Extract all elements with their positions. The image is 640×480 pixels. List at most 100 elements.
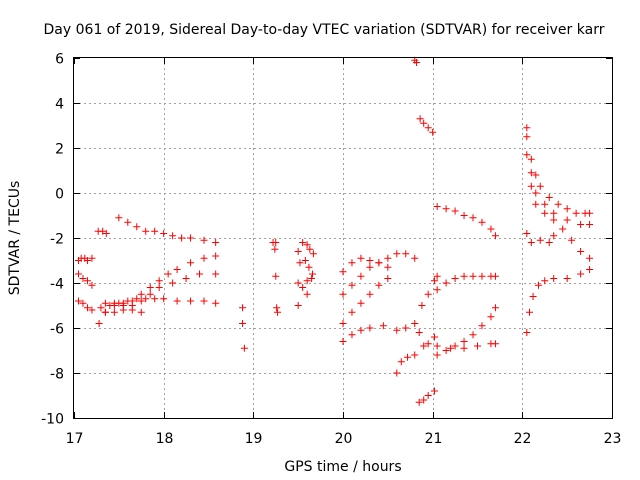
x-tick-label: 17: [66, 431, 84, 447]
data-point: [572, 209, 580, 217]
data-point: [379, 322, 387, 330]
data-point: [299, 239, 307, 246]
data-point: [563, 275, 571, 282]
data-point: [460, 338, 468, 345]
data-point: [430, 387, 438, 395]
data-point: [212, 239, 220, 246]
data-point: [478, 322, 486, 330]
data-point: [357, 326, 365, 334]
data-point: [74, 297, 82, 305]
data-point: [124, 297, 132, 305]
data-point: [137, 297, 145, 305]
series-arc-j: [239, 304, 248, 352]
data-point: [187, 259, 195, 267]
data-point: [142, 227, 150, 235]
data-point: [164, 270, 172, 278]
data-point: [393, 369, 401, 377]
data-point: [416, 115, 424, 123]
y-tick-label: -4: [50, 277, 64, 293]
data-point: [133, 223, 141, 231]
data-point: [348, 331, 356, 339]
data-point: [303, 241, 311, 249]
data-point: [469, 214, 477, 222]
series-arc-e: [95, 252, 220, 327]
data-point: [420, 396, 428, 404]
x-tick-labels: 17 18 19 20 21 22 23: [66, 431, 622, 447]
series-arc-v: [418, 272, 441, 309]
data-point: [413, 59, 421, 66]
data-point: [536, 236, 544, 244]
data-point: [491, 340, 499, 348]
data-point: [83, 277, 91, 285]
data-point: [239, 304, 247, 312]
x-tick-label: 23: [604, 431, 622, 447]
data-point: [563, 205, 571, 213]
series-arc-q: [393, 320, 428, 350]
data-point: [196, 270, 204, 278]
data-point: [212, 252, 220, 260]
data-point: [526, 308, 534, 316]
x-tick-label: 21: [425, 431, 443, 447]
data-point: [527, 182, 535, 190]
data-point: [357, 254, 365, 262]
data-point: [402, 324, 410, 332]
data-point: [272, 239, 280, 246]
data-point: [339, 320, 347, 327]
data-point: [239, 320, 247, 327]
data-point: [541, 209, 549, 217]
series-arc-ab: [523, 124, 594, 217]
y-tick-label: -6: [50, 322, 64, 338]
data-point: [79, 275, 87, 282]
data-point: [169, 232, 177, 240]
data-point: [577, 248, 585, 255]
y-tick-labels: -10 -8 -6 -4 -2 0 2 4 6: [41, 52, 64, 428]
data-point: [160, 230, 168, 237]
data-point: [137, 290, 145, 298]
data-point: [200, 297, 208, 305]
data-point: [460, 344, 468, 352]
data-point: [115, 214, 123, 222]
data-point: [550, 275, 558, 282]
data-point: [433, 203, 441, 210]
data-point: [294, 279, 302, 287]
data-point: [339, 290, 347, 298]
data-point: [137, 308, 145, 316]
data-point: [357, 299, 365, 307]
data-point: [187, 297, 195, 305]
data-point: [430, 333, 438, 341]
data-point: [151, 295, 159, 303]
data-point: [460, 272, 468, 280]
data-point: [433, 286, 441, 294]
grid-lines: [74, 58, 612, 418]
data-point: [384, 254, 392, 262]
data-point: [430, 277, 438, 285]
series-arc-d: [94, 227, 110, 237]
data-point: [523, 230, 531, 237]
data-point: [559, 225, 567, 233]
data-point: [424, 290, 432, 298]
y-tick-label: 2: [55, 142, 64, 158]
series-arc-ad: [523, 151, 594, 262]
x-axis-label: GPS time / hours: [284, 459, 401, 475]
data-point: [83, 257, 91, 264]
data-point: [240, 344, 248, 352]
data-point: [106, 302, 114, 309]
data-point: [487, 313, 495, 321]
x-tick-label: 22: [514, 431, 532, 447]
data-point: [294, 302, 302, 309]
y-axis-label: SDTVAR / TECUs: [7, 181, 23, 296]
data-point: [306, 245, 314, 253]
data-point: [532, 200, 540, 208]
data-point: [151, 227, 159, 235]
data-point: [79, 299, 87, 307]
data-point: [536, 182, 544, 190]
data-point: [119, 302, 127, 309]
series-arc-i: [115, 214, 220, 246]
y-tick-label: -10: [41, 412, 64, 428]
data-point: [568, 236, 576, 244]
data-point: [586, 254, 594, 262]
data-point: [212, 270, 220, 278]
data-point: [447, 344, 455, 352]
data-point: [527, 239, 535, 246]
